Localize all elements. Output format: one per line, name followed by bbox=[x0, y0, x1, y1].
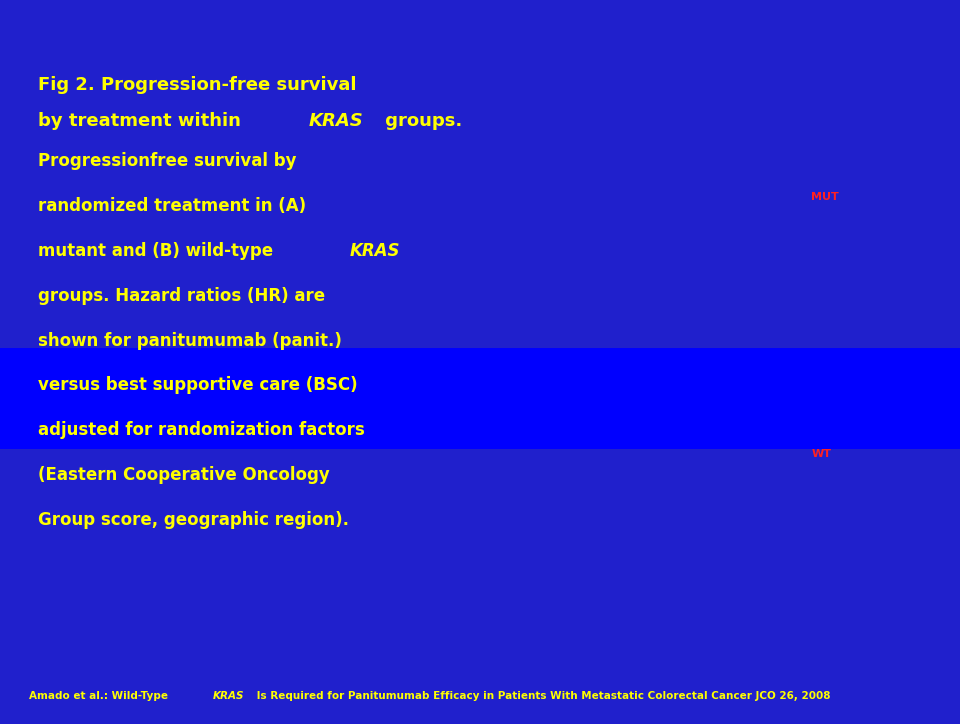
Text: KRAS: KRAS bbox=[213, 691, 245, 701]
Text: Progressionfree survival by: Progressionfree survival by bbox=[38, 152, 297, 170]
Text: Fig 2. Progression-free survival: Fig 2. Progression-free survival bbox=[38, 76, 357, 94]
Text: KRAS: KRAS bbox=[308, 112, 363, 130]
Text: Amado et al.: Wild-Type: Amado et al.: Wild-Type bbox=[29, 691, 172, 701]
Bar bbox=[0, 348, 960, 449]
Text: by treatment within: by treatment within bbox=[38, 112, 248, 130]
Text: randomized treatment in (A): randomized treatment in (A) bbox=[38, 197, 306, 215]
Text: KRAS: KRAS bbox=[349, 242, 399, 260]
Text: shown for panitumumab (panit.): shown for panitumumab (panit.) bbox=[38, 332, 343, 350]
Text: groups. Hazard ratios (HR) are: groups. Hazard ratios (HR) are bbox=[38, 287, 325, 305]
Text: versus best supportive care (BSC): versus best supportive care (BSC) bbox=[38, 376, 358, 395]
Text: MUT: MUT bbox=[811, 192, 839, 202]
Text: Group score, geographic region).: Group score, geographic region). bbox=[38, 511, 349, 529]
Text: adjusted for randomization factors: adjusted for randomization factors bbox=[38, 421, 365, 439]
Text: Is Required for Panitumumab Efficacy in Patients With Metastatic Colorectal Canc: Is Required for Panitumumab Efficacy in … bbox=[253, 691, 831, 701]
Text: (Eastern Cooperative Oncology: (Eastern Cooperative Oncology bbox=[38, 466, 330, 484]
Text: groups.: groups. bbox=[379, 112, 462, 130]
Text: mutant and (B) wild-type: mutant and (B) wild-type bbox=[38, 242, 279, 260]
Text: WT: WT bbox=[811, 449, 831, 459]
